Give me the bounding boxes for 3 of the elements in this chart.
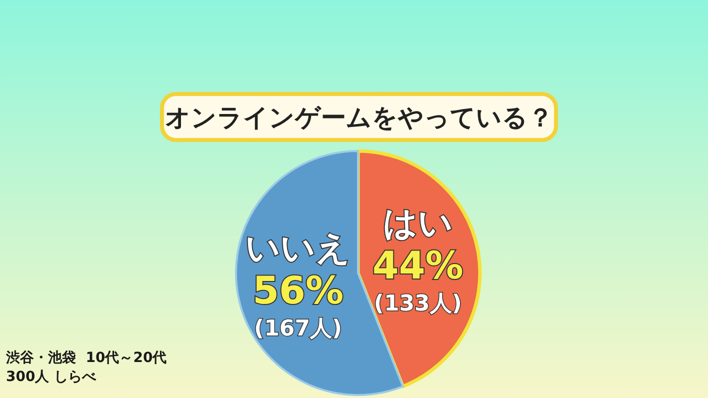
title: オンラインゲームをやっている？ [160,92,558,142]
annotation: 渋谷・池袋 10代～20代 300人 しらべ [6,350,167,385]
chart-title: オンラインゲームをやっている？ [165,103,553,132]
